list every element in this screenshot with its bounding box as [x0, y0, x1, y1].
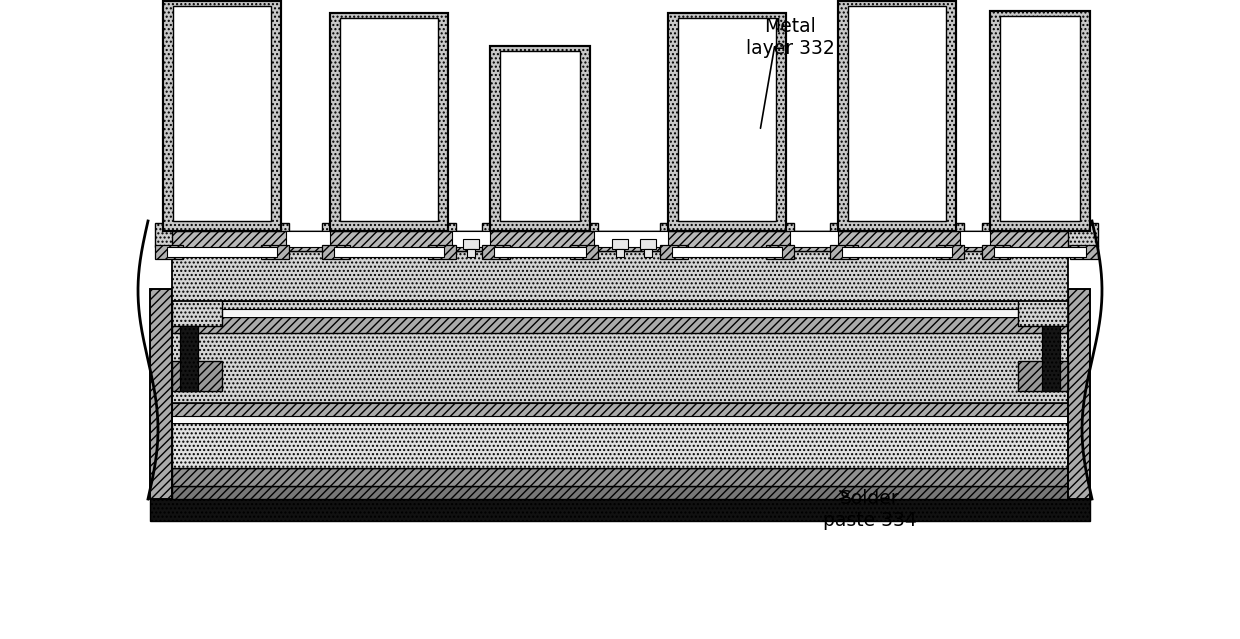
Bar: [334, 247, 444, 257]
Bar: [330, 13, 448, 231]
Bar: [936, 245, 963, 259]
Bar: [172, 231, 1068, 251]
Bar: [428, 245, 456, 259]
Bar: [467, 249, 475, 257]
Bar: [180, 326, 198, 391]
Bar: [848, 6, 946, 221]
Bar: [482, 223, 598, 247]
Bar: [660, 223, 794, 247]
Bar: [1018, 296, 1068, 326]
Bar: [172, 468, 1068, 486]
Bar: [960, 231, 990, 247]
Bar: [990, 11, 1090, 231]
Bar: [322, 223, 456, 247]
Bar: [330, 13, 448, 231]
Bar: [668, 13, 786, 231]
Bar: [790, 231, 838, 247]
Bar: [155, 223, 289, 247]
Text: Solder
paste 334: Solder paste 334: [823, 489, 916, 530]
Bar: [162, 1, 281, 231]
Bar: [172, 423, 1068, 468]
Bar: [1070, 245, 1097, 259]
Bar: [172, 317, 1068, 333]
Bar: [463, 239, 479, 249]
Bar: [766, 245, 794, 259]
Bar: [172, 416, 1068, 423]
Bar: [830, 223, 963, 247]
Bar: [150, 499, 1090, 521]
Bar: [260, 245, 289, 259]
Bar: [172, 296, 222, 326]
Bar: [838, 1, 956, 231]
Bar: [1042, 326, 1060, 391]
Bar: [453, 231, 490, 247]
Bar: [982, 245, 1011, 259]
Bar: [490, 46, 590, 231]
Bar: [644, 249, 652, 257]
Bar: [490, 46, 590, 231]
Bar: [613, 239, 627, 249]
Bar: [172, 333, 1068, 403]
Bar: [172, 309, 1068, 317]
Bar: [999, 16, 1080, 221]
Bar: [1018, 361, 1068, 391]
Bar: [1068, 289, 1090, 499]
Bar: [594, 231, 668, 247]
Bar: [494, 247, 587, 257]
Bar: [994, 247, 1086, 257]
Bar: [842, 247, 952, 257]
Bar: [640, 239, 656, 249]
Bar: [482, 245, 510, 259]
Bar: [990, 11, 1090, 231]
Bar: [570, 245, 598, 259]
Bar: [500, 51, 580, 221]
Bar: [172, 486, 1068, 499]
Bar: [672, 247, 782, 257]
Text: Metal
layer 332: Metal layer 332: [745, 17, 835, 58]
Bar: [172, 301, 1068, 309]
Bar: [982, 223, 1097, 247]
Bar: [150, 289, 172, 499]
Bar: [678, 18, 776, 221]
Bar: [172, 231, 1068, 251]
Bar: [162, 1, 281, 231]
Bar: [340, 18, 438, 221]
Bar: [172, 361, 222, 391]
Bar: [174, 6, 272, 221]
Bar: [155, 245, 184, 259]
Bar: [838, 1, 956, 231]
Bar: [830, 245, 858, 259]
Bar: [668, 13, 786, 231]
Bar: [1068, 289, 1090, 499]
Bar: [322, 245, 350, 259]
Bar: [286, 231, 330, 247]
Bar: [660, 245, 688, 259]
Bar: [616, 249, 624, 257]
Bar: [150, 289, 172, 499]
Bar: [172, 403, 1068, 416]
Bar: [167, 247, 277, 257]
Bar: [172, 251, 1068, 301]
